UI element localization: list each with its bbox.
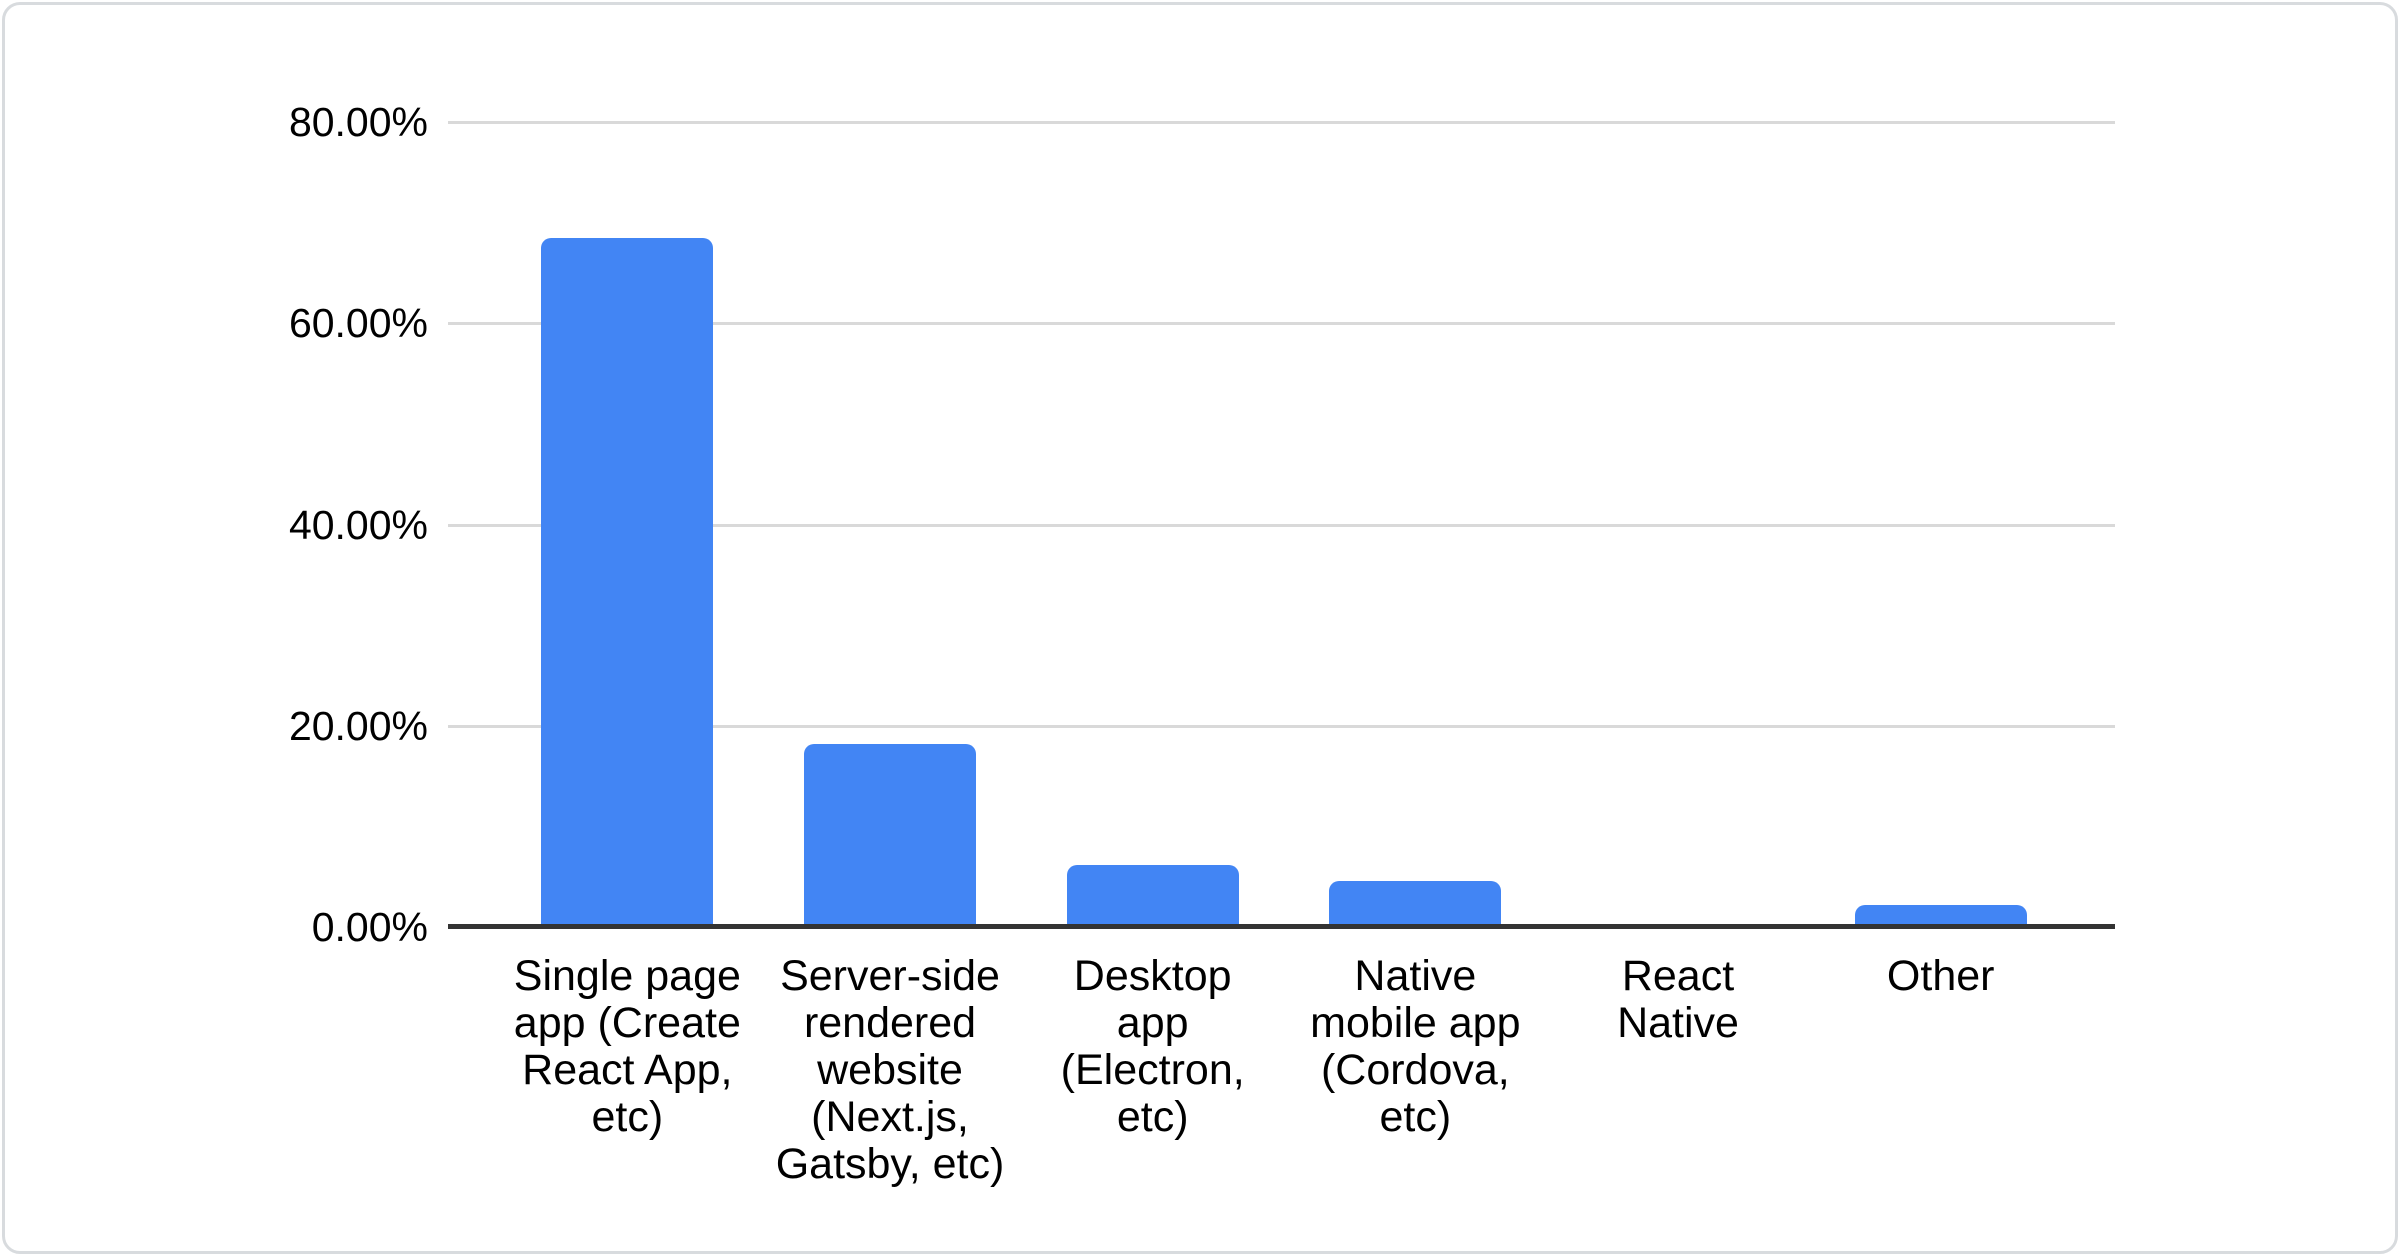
bar-column: [496, 122, 759, 927]
gridline: [448, 121, 2115, 124]
bar-column: [1809, 122, 2072, 927]
y-axis-tick-label: 0.00%: [311, 904, 428, 950]
category-label: Native mobile app (Cordova, etc): [1310, 952, 1521, 1141]
category-label: Other: [1886, 952, 1995, 1000]
bar-column: [1547, 122, 1810, 927]
category-label: Server-side rendered website (Next.js, G…: [775, 952, 1005, 1188]
bar-column: [759, 122, 1022, 927]
bar-column: [1284, 122, 1547, 927]
bar-chart: 80.00% 60.00% 40.00% 20.00% 0.00% Single pag…: [5, 5, 2395, 1251]
y-axis-tick-label: 80.00%: [288, 99, 428, 145]
plot-area: [448, 121, 2115, 929]
x-axis-labels: Single page app (Create React App, etc) S…: [496, 953, 2072, 1188]
bar[interactable]: [1329, 880, 1502, 927]
y-axis-tick-label: 60.00%: [288, 300, 428, 347]
category-label: Desktop app (Electron, etc): [1060, 952, 1245, 1141]
x-axis-baseline: [448, 924, 2115, 929]
bars-container: [496, 122, 2072, 927]
gridline: [448, 322, 2115, 326]
category-label: React Native: [1617, 952, 1739, 1047]
gridline: [448, 724, 2115, 728]
bar[interactable]: [804, 743, 976, 927]
bar[interactable]: [1854, 904, 2027, 927]
category-label: Single page app (Create React App, etc): [513, 952, 741, 1141]
bar-column: [1021, 122, 1284, 927]
bar[interactable]: [1066, 864, 1239, 927]
gridline: [448, 523, 2115, 527]
y-axis-tick-label: 40.00%: [288, 501, 428, 548]
bar[interactable]: [541, 237, 714, 927]
y-axis-tick-label: 20.00%: [288, 702, 428, 749]
